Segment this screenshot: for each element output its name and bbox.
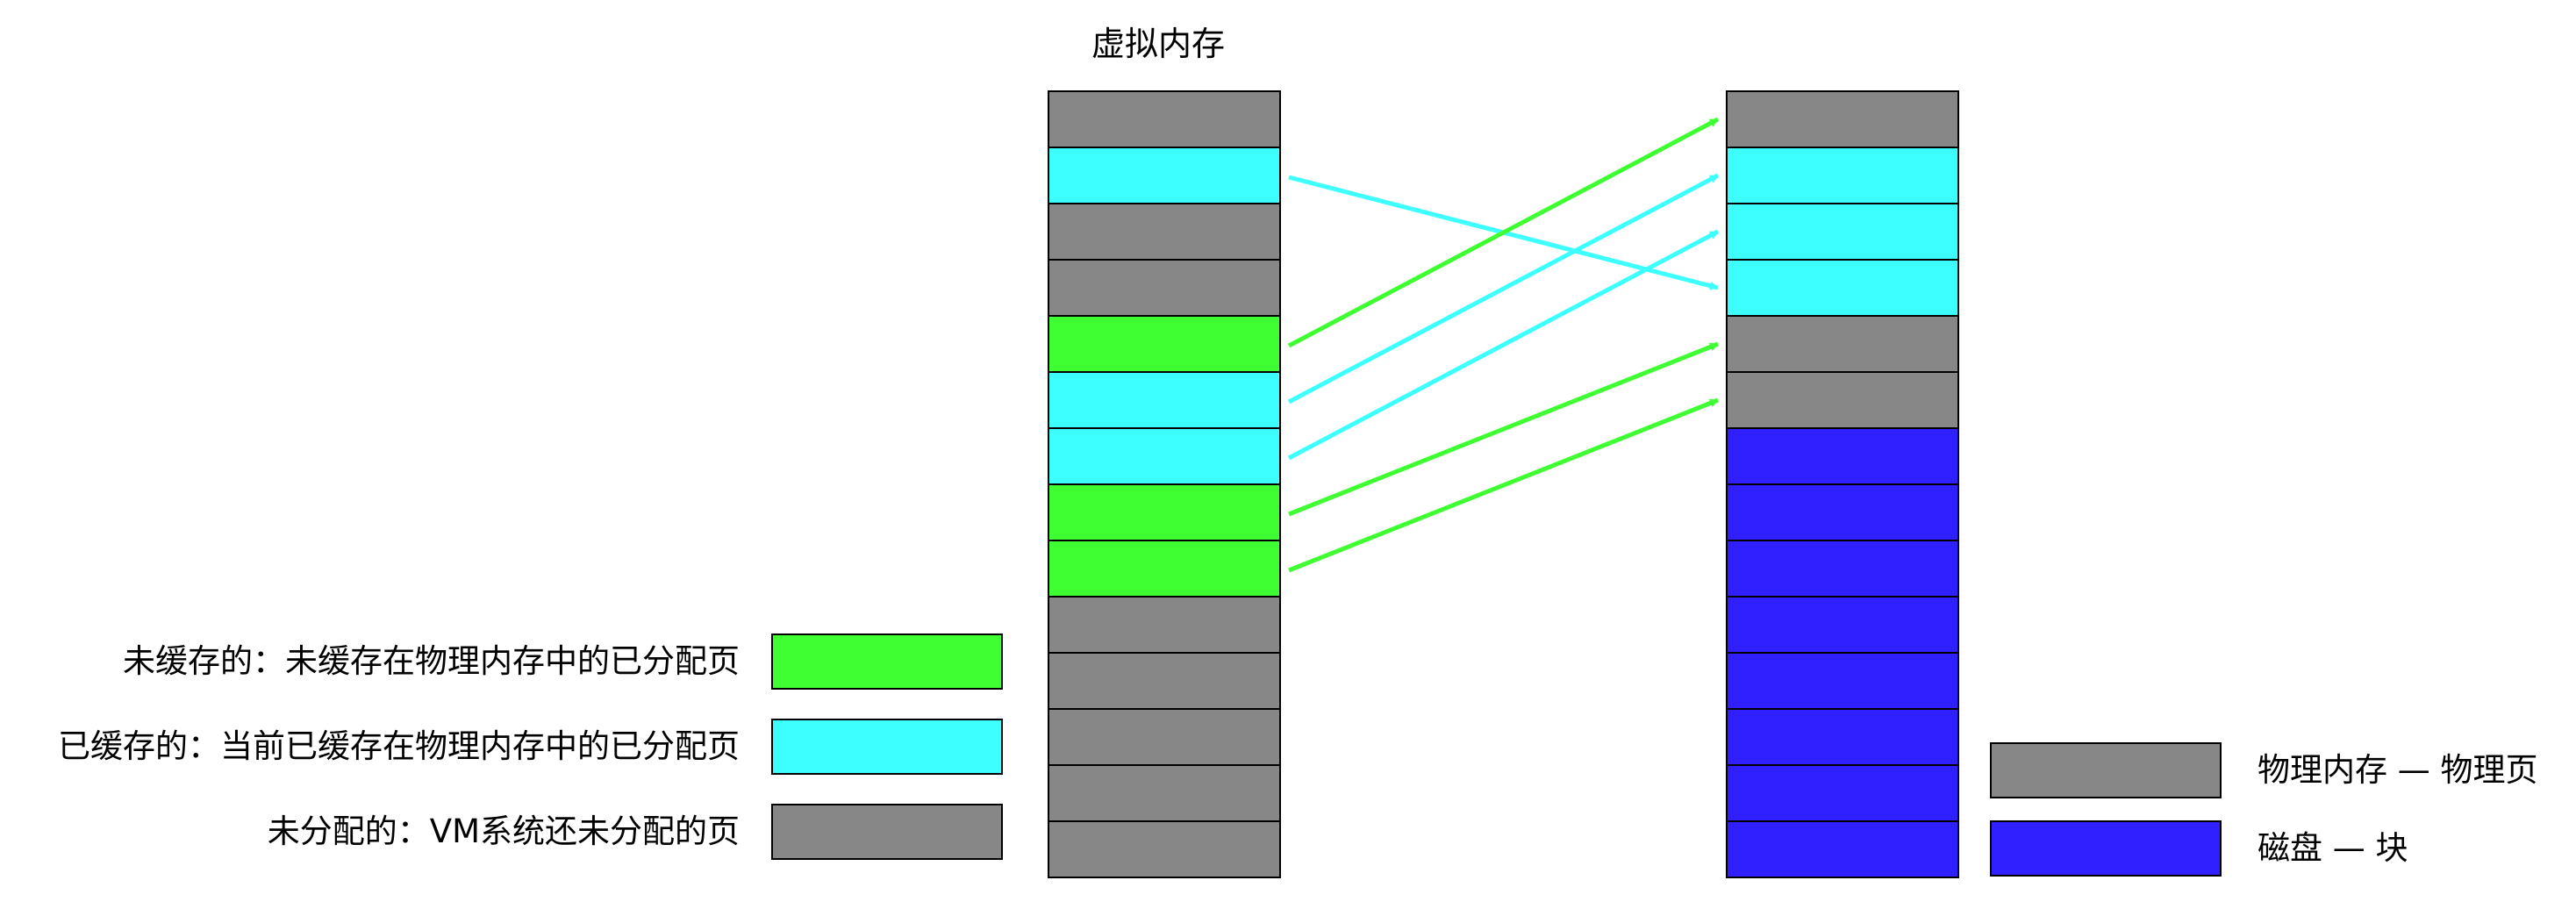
mapping-arrows: [1287, 117, 1720, 573]
storage-block-6-disk: [1726, 427, 1959, 485]
vm-page-1-cached: [1048, 147, 1281, 204]
storage-block-4-unallocated: [1726, 315, 1959, 373]
storage-block-2-cached: [1726, 203, 1959, 261]
vm-page-0-unallocated: [1048, 90, 1281, 148]
mapping-arrow-3: [1287, 229, 1720, 461]
legend-uncached: 未缓存的：未缓存在物理内存中的已分配页: [0, 633, 1003, 690]
vm-page-2-unallocated: [1048, 203, 1281, 261]
vm-page-9-unallocated: [1048, 596, 1281, 654]
vm-page-8-uncached: [1048, 540, 1281, 598]
vm-page-13-unallocated: [1048, 820, 1281, 878]
legend-disk-swatch: [1990, 820, 2222, 877]
vm-page-7-uncached: [1048, 483, 1281, 541]
vm-page-10-unallocated: [1048, 652, 1281, 710]
virtual-memory-title: 虚拟内存: [1091, 25, 1225, 63]
legend-unallocated-swatch: [771, 804, 1003, 860]
legend-physical-memory: 物理内存 — 物理页: [1990, 742, 2569, 798]
legend-disk-label: 磁盘 — 块: [2258, 829, 2408, 867]
virtual-memory-column: [1048, 90, 1281, 878]
storage-column: [1726, 90, 1959, 878]
legend-cached-swatch: [771, 719, 1003, 775]
storage-block-11-disk: [1726, 708, 1959, 766]
vm-page-3-unallocated: [1048, 259, 1281, 317]
mapping-arrow-4: [1288, 341, 1719, 517]
legend-physical-memory-swatch: [1990, 742, 2222, 798]
storage-block-7-disk: [1726, 483, 1959, 541]
storage-block-5-unallocated: [1726, 371, 1959, 429]
storage-block-9-disk: [1726, 596, 1959, 654]
vm-page-11-unallocated: [1048, 708, 1281, 766]
legend-disk: 磁盘 — 块: [1990, 820, 2569, 877]
legend-unallocated-label: 未分配的：VM系统还未分配的页: [267, 812, 740, 850]
storage-block-0-unallocated: [1726, 90, 1959, 148]
legend-cached-label: 已缓存的：当前已缓存在物理内存中的已分配页: [58, 727, 740, 765]
storage-block-3-cached: [1726, 259, 1959, 317]
legend-unallocated: 未分配的：VM系统还未分配的页: [0, 804, 1003, 860]
legend-uncached-label: 未缓存的：未缓存在物理内存中的已分配页: [123, 642, 740, 680]
vm-page-6-cached: [1048, 427, 1281, 485]
vm-page-5-cached: [1048, 371, 1281, 429]
legend-uncached-swatch: [771, 633, 1003, 690]
storage-block-8-disk: [1726, 540, 1959, 598]
storage-block-13-disk: [1726, 820, 1959, 878]
mapping-arrow-2: [1287, 173, 1720, 404]
vm-page-12-unallocated: [1048, 764, 1281, 822]
vm-page-4-uncached: [1048, 315, 1281, 373]
mapping-arrow-1: [1287, 117, 1720, 348]
storage-block-1-cached: [1726, 147, 1959, 204]
legend-cached: 已缓存的：当前已缓存在物理内存中的已分配页: [0, 719, 1003, 775]
mapping-arrow-5: [1288, 397, 1719, 573]
storage-block-10-disk: [1726, 652, 1959, 710]
storage-block-12-disk: [1726, 764, 1959, 822]
legend-physical-memory-label: 物理内存 — 物理页: [2258, 751, 2538, 789]
